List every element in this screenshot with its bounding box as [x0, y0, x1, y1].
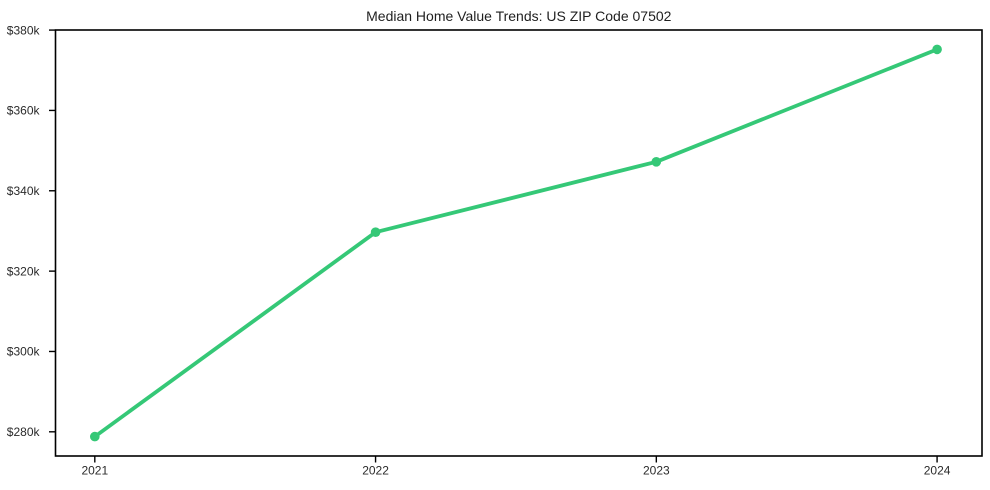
- data-point: [370, 227, 381, 237]
- y-axis-tick-label: $280k: [7, 425, 41, 439]
- x-axis-tick-label: 2024: [924, 464, 951, 478]
- x-axis-tick-label: 2021: [81, 464, 108, 478]
- plot-area: $280k $300k $320k $340k $360k $380k 2021 2022 20…: [7, 23, 983, 478]
- chart-title: Median Home Value Trends: US ZIP Code 07…: [366, 8, 672, 24]
- y-axis-tick-label: $360k: [7, 104, 41, 118]
- y-axis-tick-label: $300k: [7, 345, 41, 359]
- y-axis-tick-label: $380k: [7, 23, 41, 37]
- data-point: [651, 157, 662, 167]
- data-point: [90, 431, 100, 442]
- y-axis-tick-label: $320k: [7, 264, 41, 278]
- data-point: [932, 44, 942, 55]
- x-axis-tick-label: 2022: [362, 464, 389, 478]
- plot-border: [54, 29, 983, 457]
- trend-line: [92, 47, 939, 439]
- x-axis-tick-label: 2023: [643, 464, 670, 478]
- y-axis-tick-label: $340k: [7, 184, 41, 198]
